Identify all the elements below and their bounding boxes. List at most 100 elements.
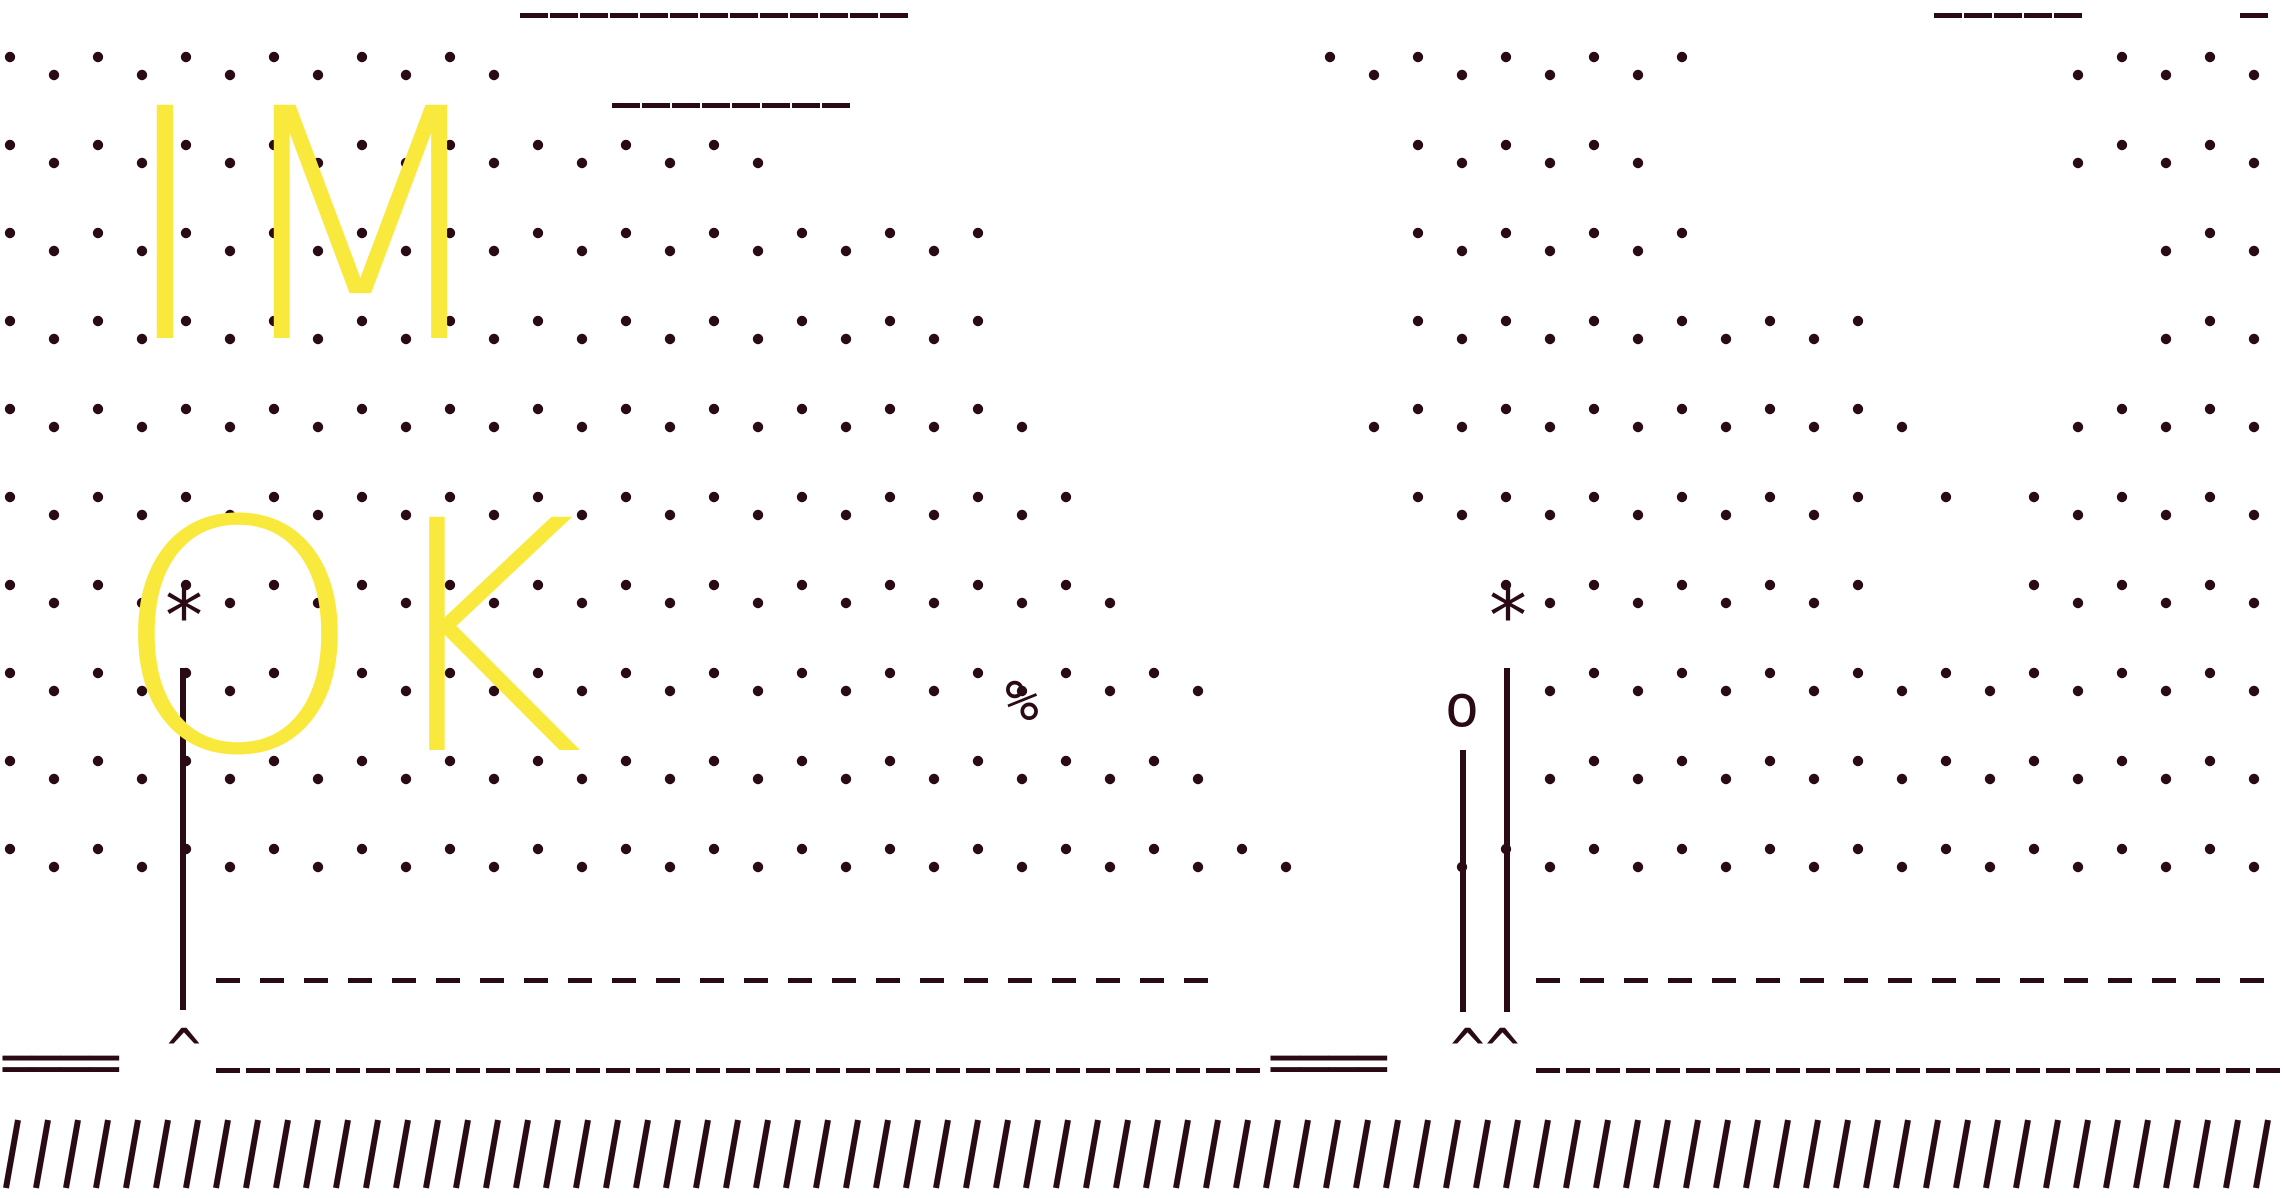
dash-mark	[792, 103, 820, 108]
field-dot	[1720, 685, 1732, 697]
dash-mark	[876, 978, 900, 983]
field-dot	[1192, 773, 1204, 785]
field-dot	[532, 139, 544, 151]
field-dot	[884, 843, 896, 855]
field-dot	[752, 157, 764, 169]
field-dot	[92, 403, 104, 415]
field-dot	[972, 491, 984, 503]
field-dot	[620, 227, 632, 239]
field-dot	[224, 509, 236, 521]
field-dot	[2160, 685, 2172, 697]
field-dot	[1500, 491, 1512, 503]
field-dot	[664, 421, 676, 433]
field-dot	[1896, 773, 1908, 785]
field-dot	[796, 403, 808, 415]
field-dot	[972, 843, 984, 855]
right-carets-glyph: ^^	[1450, 1016, 1520, 1084]
field-dot	[48, 69, 60, 81]
field-dot	[796, 315, 808, 327]
dash-mark	[606, 1068, 630, 1073]
dash-mark	[366, 1068, 390, 1073]
dash-mark	[2076, 1068, 2100, 1073]
dash-mark	[524, 978, 548, 983]
field-dot	[92, 755, 104, 767]
dash-mark	[216, 1068, 240, 1073]
field-dot	[1588, 139, 1600, 151]
field-dot	[312, 333, 324, 345]
percent-glyph: %	[1005, 669, 1039, 734]
slash-mark	[1443, 1119, 1461, 1189]
field-dot	[312, 509, 324, 521]
field-dot	[1632, 509, 1644, 521]
field-dot	[1632, 333, 1644, 345]
field-dot	[796, 227, 808, 239]
slash-mark	[153, 1119, 171, 1189]
dash-mark	[1712, 978, 1736, 983]
dash-mark	[2166, 1068, 2190, 1073]
slash-mark	[213, 1119, 231, 1189]
field-dot	[92, 315, 104, 327]
field-dot	[1412, 139, 1424, 151]
slash-mark	[1263, 1119, 1281, 1189]
field-dot	[840, 685, 852, 697]
slash-mark	[1893, 1119, 1911, 1189]
field-dot	[136, 861, 148, 873]
field-dot	[136, 69, 148, 81]
field-dot	[2028, 667, 2040, 679]
field-dot	[1368, 69, 1380, 81]
dash-mark	[1756, 978, 1780, 983]
dash-mark	[1994, 13, 2022, 18]
field-dot	[752, 685, 764, 697]
field-dot	[796, 843, 808, 855]
dash-mark	[2240, 13, 2268, 18]
field-dot	[620, 315, 632, 327]
dash-mark	[392, 978, 416, 983]
field-dot	[928, 421, 940, 433]
field-dot	[4, 491, 16, 503]
field-dot	[488, 333, 500, 345]
field-dot	[620, 403, 632, 415]
dash-mark	[1140, 978, 1164, 983]
field-dot	[1412, 315, 1424, 327]
field-dot	[4, 755, 16, 767]
dash-mark	[216, 978, 240, 983]
field-dot	[48, 597, 60, 609]
slash-mark	[183, 1119, 201, 1189]
field-dot	[576, 421, 588, 433]
field-dot	[268, 491, 280, 503]
field-dot	[928, 861, 940, 873]
field-dot	[1764, 579, 1776, 591]
field-dot	[2116, 491, 2128, 503]
field-dot	[444, 755, 456, 767]
field-dot	[400, 597, 412, 609]
dash-mark	[610, 13, 638, 18]
field-dot	[840, 861, 852, 873]
field-dot	[400, 245, 412, 257]
field-dot	[2072, 421, 2084, 433]
field-dot	[400, 509, 412, 521]
field-dot	[840, 333, 852, 345]
slash-mark	[2043, 1119, 2061, 1189]
field-dot	[1852, 403, 1864, 415]
field-dot	[796, 491, 808, 503]
field-dot	[4, 667, 16, 679]
field-dot	[1632, 597, 1644, 609]
dash-mark	[348, 978, 372, 983]
field-dot	[4, 139, 16, 151]
slash-mark	[1353, 1119, 1371, 1189]
slash-mark	[1713, 1119, 1731, 1189]
field-dot	[884, 667, 896, 679]
field-dot	[2028, 843, 2040, 855]
dash-mark	[1026, 1068, 1050, 1073]
field-dot	[1852, 667, 1864, 679]
field-dot	[4, 403, 16, 415]
field-dot	[268, 227, 280, 239]
field-dot	[576, 773, 588, 785]
field-dot	[1764, 667, 1776, 679]
field-dot	[1500, 139, 1512, 151]
field-dot	[1808, 597, 1820, 609]
dash-mark	[612, 103, 640, 108]
dash-mark	[2024, 13, 2052, 18]
slash-mark	[723, 1119, 741, 1189]
field-dot	[620, 579, 632, 591]
